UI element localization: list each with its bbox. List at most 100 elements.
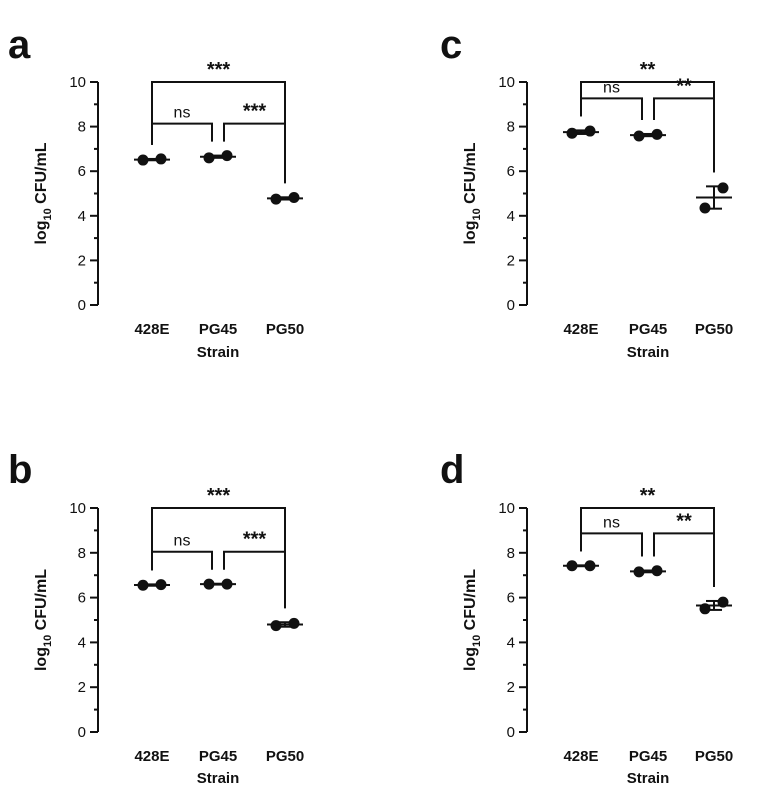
x-tick-label: PG45 xyxy=(199,321,237,338)
x-tick-label: PG45 xyxy=(629,321,667,338)
y-axis-title-subscript: 10 xyxy=(42,635,54,647)
x-axis-title: Strain xyxy=(197,344,240,361)
y-axis-title: log10 CFU/mL xyxy=(462,569,483,671)
data-point xyxy=(155,579,167,591)
y-tick-label: 4 xyxy=(507,634,515,651)
data-point xyxy=(651,128,663,140)
significance-label: *** xyxy=(207,485,231,507)
data-point xyxy=(717,596,729,608)
significance-bracket xyxy=(151,550,213,571)
data-point xyxy=(221,578,233,590)
y-tick-label: 4 xyxy=(78,208,86,225)
y-tick-label: 4 xyxy=(507,208,515,225)
data-point xyxy=(203,578,215,590)
significance-label-ns: ns xyxy=(603,79,620,96)
significance-label: ** xyxy=(640,59,656,81)
y-axis-title: log10 CFU/mL xyxy=(462,142,483,244)
data-point xyxy=(137,579,149,591)
significance-label: ** xyxy=(640,485,656,507)
data-point xyxy=(566,560,578,572)
y-tick-label: 0 xyxy=(507,297,515,314)
panel-letter: a xyxy=(8,23,31,67)
significance-bracket xyxy=(223,122,286,184)
y-axis-title-main: log xyxy=(33,647,50,671)
y-tick-label: 8 xyxy=(78,119,86,136)
x-axis-title: Strain xyxy=(627,344,670,361)
data-point xyxy=(633,130,645,142)
data-point xyxy=(633,566,645,578)
y-tick-label: 0 xyxy=(78,724,86,741)
x-axis-title: Strain xyxy=(627,770,670,787)
y-tick-label: 10 xyxy=(498,74,515,91)
y-axis-title-rest: CFU/mL xyxy=(462,569,479,635)
significance-bracket xyxy=(580,97,643,120)
significance-label: *** xyxy=(243,529,267,551)
y-axis-title-rest: CFU/mL xyxy=(462,142,479,208)
significance-label-ns: ns xyxy=(174,533,191,550)
x-tick-label: PG45 xyxy=(629,748,667,765)
significance-label: *** xyxy=(207,59,231,81)
y-tick-label: 10 xyxy=(69,500,86,517)
y-tick-label: 6 xyxy=(507,163,515,180)
y-axis-title-subscript: 10 xyxy=(471,635,483,647)
y-tick-label: 8 xyxy=(507,119,515,136)
y-tick-label: 8 xyxy=(78,545,86,562)
significance-bracket xyxy=(151,507,286,609)
y-tick-label: 10 xyxy=(498,500,515,517)
x-tick-label: 428E xyxy=(134,321,169,338)
x-tick-label: PG50 xyxy=(266,321,304,338)
x-tick-label: 428E xyxy=(134,748,169,765)
y-axis-title-main: log xyxy=(462,221,479,245)
significance-bracket xyxy=(580,507,715,587)
data-point xyxy=(221,150,233,162)
y-tick-label: 0 xyxy=(78,297,86,314)
y-tick-label: 2 xyxy=(78,679,86,696)
significance-bracket xyxy=(151,122,213,145)
data-point xyxy=(717,182,729,194)
y-tick-label: 6 xyxy=(78,163,86,180)
x-axis-title: Strain xyxy=(197,770,240,787)
y-axis-title: log10 CFU/mL xyxy=(33,569,54,671)
y-axis-title-main: log xyxy=(33,221,50,245)
data-point xyxy=(137,154,149,166)
data-point xyxy=(203,152,215,164)
y-axis-title-subscript: 10 xyxy=(42,208,54,220)
data-point xyxy=(288,617,300,629)
significance-label-ns: ns xyxy=(603,514,620,531)
data-point xyxy=(584,125,596,137)
data-point xyxy=(155,153,167,165)
x-tick-label: 428E xyxy=(563,748,598,765)
panel-letter: b xyxy=(8,448,32,492)
data-point xyxy=(699,603,711,615)
y-tick-label: 0 xyxy=(507,724,515,741)
significance-bracket xyxy=(580,81,715,173)
y-axis-title-rest: CFU/mL xyxy=(33,569,50,635)
data-point xyxy=(270,193,282,205)
y-tick-label: 4 xyxy=(78,634,86,651)
data-point xyxy=(651,565,663,577)
x-tick-label: PG50 xyxy=(266,748,304,765)
significance-label: *** xyxy=(243,101,267,123)
x-tick-label: PG50 xyxy=(695,748,733,765)
significance-label-ns: ns xyxy=(174,105,191,122)
y-tick-label: 10 xyxy=(69,74,86,91)
significance-bracket xyxy=(580,532,643,557)
significance-bracket xyxy=(653,532,715,587)
significance-bracket xyxy=(223,550,286,609)
x-tick-label: PG45 xyxy=(199,748,237,765)
data-point xyxy=(288,192,300,204)
y-tick-label: 2 xyxy=(507,679,515,696)
x-tick-label: 428E xyxy=(563,321,598,338)
panel-letter: d xyxy=(440,448,464,492)
y-axis-title: log10 CFU/mL xyxy=(33,142,54,244)
y-tick-label: 2 xyxy=(78,252,86,269)
significance-label: ** xyxy=(676,510,692,532)
y-axis-title-rest: CFU/mL xyxy=(33,142,50,208)
data-point xyxy=(270,620,282,632)
data-point xyxy=(566,127,578,139)
